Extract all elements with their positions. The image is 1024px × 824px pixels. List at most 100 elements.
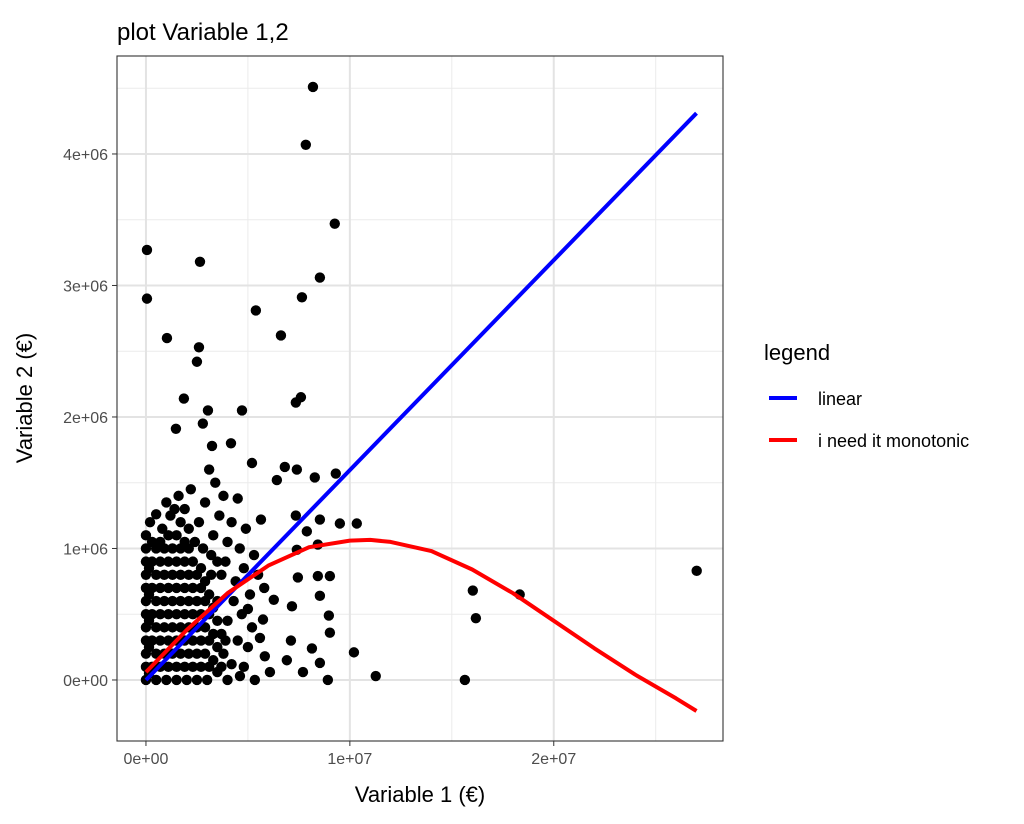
y-tick-label: 1e+06 (63, 541, 108, 558)
data-point (199, 595, 211, 607)
data-point (140, 530, 152, 541)
data-point (143, 615, 155, 627)
data-point (218, 490, 229, 502)
data-point (306, 643, 318, 654)
data-point (191, 356, 203, 367)
data-point (234, 543, 245, 554)
data-point (210, 477, 221, 488)
data-point (242, 641, 254, 653)
data-point (178, 393, 190, 404)
data-point (259, 651, 271, 662)
data-point (212, 556, 223, 567)
data-point (286, 601, 298, 612)
data-point (259, 582, 270, 594)
data-point (292, 572, 304, 583)
data-point (255, 514, 267, 525)
data-point (183, 648, 194, 659)
data-point (249, 674, 261, 686)
data-point (175, 569, 186, 580)
data-point (290, 510, 302, 521)
data-point (187, 661, 199, 673)
data-point (216, 628, 227, 640)
data-point (268, 594, 280, 605)
grid (117, 56, 723, 741)
x-tick-label: 1e+07 (327, 751, 372, 768)
data-point (191, 674, 203, 686)
data-point (163, 530, 174, 541)
data-point (246, 622, 258, 633)
data-point (324, 627, 336, 638)
data-point (257, 614, 269, 625)
data-point (220, 556, 231, 567)
data-point (199, 497, 211, 508)
data-point (322, 674, 334, 686)
data-point (191, 648, 203, 659)
data-point (199, 576, 211, 587)
data-point (218, 648, 229, 659)
data-point (216, 569, 227, 580)
data-point (183, 595, 194, 607)
panel-border (116, 55, 724, 742)
data-point (173, 490, 184, 502)
data-point (470, 612, 482, 624)
data-point (312, 570, 324, 582)
data-point (155, 635, 166, 646)
data-point (167, 543, 178, 554)
data-point (143, 589, 155, 600)
legend-label-linear: linear (818, 389, 862, 409)
legend: legend linear i need it monotonic (764, 340, 969, 451)
chart-title: plot Variable 1,2 (117, 19, 289, 46)
data-point (300, 139, 312, 150)
data-point (179, 503, 190, 515)
data-point (187, 609, 199, 620)
data-point (163, 661, 174, 673)
data-point (291, 464, 303, 475)
data-point (459, 674, 471, 686)
data-point (197, 418, 209, 429)
data-point (281, 655, 293, 666)
data-point (199, 648, 211, 659)
data-point (214, 510, 225, 521)
data-point (208, 628, 219, 640)
data-point (171, 530, 182, 541)
data-point (195, 661, 207, 673)
data-point (206, 549, 217, 561)
data-point (187, 635, 199, 646)
data-point (334, 518, 346, 529)
data-point (179, 582, 190, 594)
data-point (171, 582, 182, 594)
data-point (279, 461, 291, 473)
data-point (232, 493, 243, 504)
data-point (144, 516, 156, 528)
data-point (159, 622, 170, 633)
data-point (183, 543, 194, 554)
data-point (171, 661, 182, 673)
y-axis-label: Variable 2 (€) (12, 333, 37, 463)
data-point (201, 674, 213, 686)
data-point (194, 256, 206, 268)
data-point (206, 440, 218, 452)
fit-lines (144, 111, 698, 713)
data-point (329, 218, 340, 229)
data-point (351, 518, 362, 529)
data-point (691, 565, 702, 577)
data-point (183, 523, 194, 534)
y-axis-ticks: 0e+00 1e+06 2e+06 3e+06 4e+06 (63, 147, 117, 690)
x-axis-ticks: 0e+00 1e+07 2e+07 (123, 741, 576, 768)
data-point (199, 622, 211, 633)
data-point (179, 556, 190, 567)
data-point (187, 582, 199, 594)
data-point (193, 342, 205, 353)
data-point (175, 516, 186, 528)
data-point (216, 661, 227, 673)
data-point (238, 563, 250, 574)
data-point (191, 569, 203, 580)
data-point (150, 509, 162, 520)
data-point (179, 661, 190, 673)
series-line-monotonic (144, 537, 698, 713)
data-point (234, 670, 246, 682)
data-point (175, 595, 186, 607)
data-point (264, 666, 276, 678)
data-point (163, 556, 174, 567)
data-point (206, 569, 217, 580)
